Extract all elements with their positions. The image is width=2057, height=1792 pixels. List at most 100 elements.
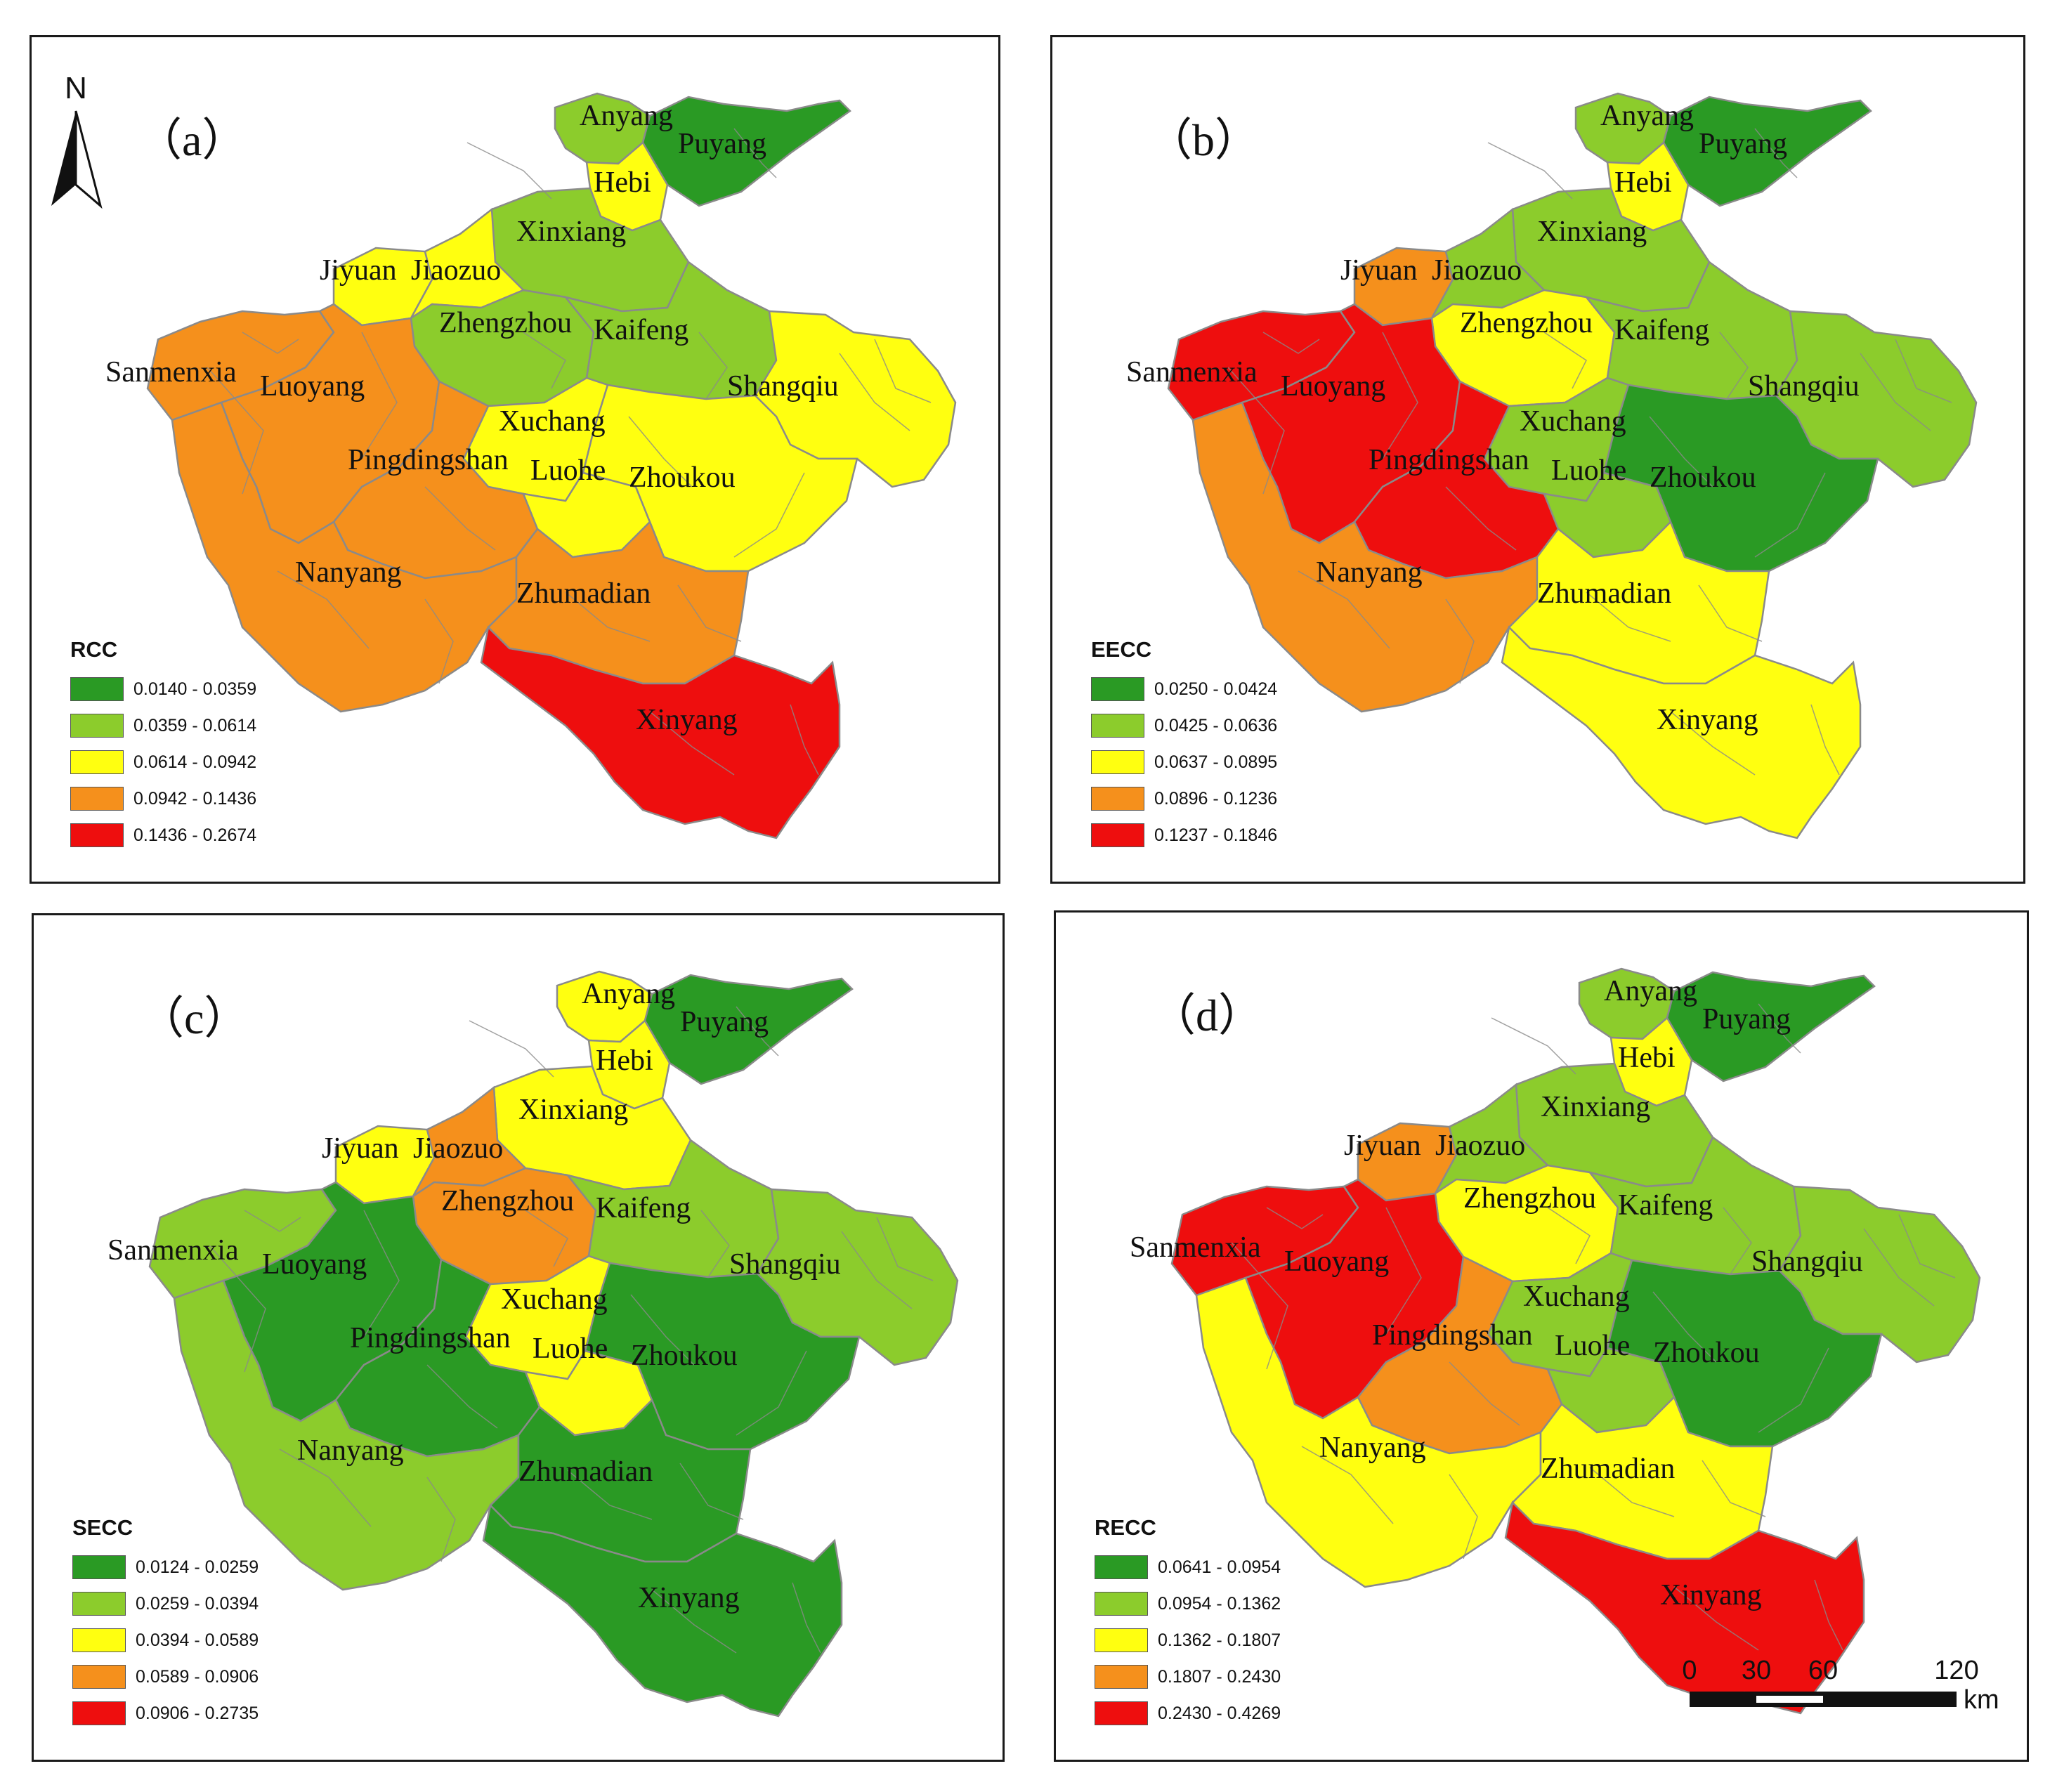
city-label-zhumadian: Zhumadian [516,577,651,610]
legend-label: 0.0954 - 0.1362 [1158,1593,1281,1614]
city-label-shangqiu: Shangqiu [729,1248,841,1281]
county-boundary [1385,1207,1422,1335]
city-label-jiaozuo: Jiaozuo [411,254,501,287]
county-boundary [1547,1207,1591,1264]
legend-title: EECC [1091,637,1152,662]
legend-item: 0.0637 - 0.0895 [1091,744,1277,780]
map-panel-b: Anyang Puyang Hebi Xinxiang Jiyuan Jiaozuo Zhe… [1050,35,2025,884]
region-xinyang [482,1503,843,1718]
county-boundary [1754,472,1826,558]
city-label-xuchang: Xuchang [501,1283,608,1316]
city-label-kaifeng: Kaifeng [1618,1189,1713,1222]
legend-swatch [1095,1701,1148,1725]
county-boundary [874,339,932,403]
county-boundary [1673,1586,1759,1651]
svg-text:30: 30 [1742,1656,1771,1685]
county-boundary [651,1589,737,1654]
city-label-xinxiang: Xinxiang [518,1094,628,1126]
city-label-puyang: Puyang [680,1006,769,1038]
county-boundary [630,1294,695,1366]
city-label-zhoukou: Zhoukou [631,1340,738,1372]
county-boundary [1262,332,1320,354]
county-boundary [1758,1003,1801,1054]
city-label-xinxiang: Xinxiang [1541,1091,1650,1123]
map-panel-d: Anyang Puyang Hebi Xinxiang Jiyuan Jiaozuo Zhe… [1054,910,2029,1762]
region-xinyang [1501,625,1862,839]
county-boundary [1449,1474,1478,1559]
legend-item: 0.0896 - 0.1236 [1091,780,1277,817]
city-label-xuchang: Xuchang [499,405,606,438]
legend-label: 0.0896 - 0.1236 [1154,788,1278,809]
legend-item: 0.0359 - 0.0614 [70,707,256,744]
legend-item: 0.2430 - 0.4269 [1095,1695,1281,1732]
county-boundary [279,1448,372,1527]
county-boundary [1895,339,1952,403]
county-boundary [567,1470,653,1520]
map-legend: EECC 0.0250 - 0.0424 0.0425 - 0.0636 0.0637… [1091,637,1277,854]
city-label-luoyang: Luoyang [260,370,365,403]
city-label-zhengzhou: Zhengzhou [439,307,572,339]
city-label-jiyuan: Jiyuan [320,254,397,287]
county-boundary [1227,367,1285,495]
city-label-shangqiu: Shangqiu [727,370,839,403]
panel-label: （a） [137,115,247,165]
city-label-nanyang: Nanyang [1319,1432,1426,1464]
county-boundary [424,486,496,551]
city-label-nanyang: Nanyang [295,556,402,589]
city-label-pingdingshan: Pingdingshan [350,1322,511,1354]
county-boundary [1586,591,1671,642]
legend-item: 0.1807 - 0.2430 [1095,1659,1281,1695]
city-label-shangqiu: Shangqiu [1748,370,1860,403]
city-label-luohe: Luohe [1555,1330,1630,1362]
city-label-hebi: Hebi [596,1045,653,1077]
city-label-zhumadian: Zhumadian [1537,577,1671,610]
county-boundary [361,332,398,459]
county-boundary [698,332,728,400]
city-label-kaifeng: Kaifeng [1614,314,1709,346]
svg-text:60: 60 [1808,1656,1838,1685]
legend-item: 0.0614 - 0.0942 [70,744,256,780]
svg-text:120: 120 [1934,1656,1978,1685]
svg-text:km: km [1964,1685,1999,1715]
legend-label: 0.0942 - 0.1436 [133,788,257,809]
county-boundary [679,1463,744,1520]
city-label-nanyang: Nanyang [297,1434,404,1467]
legend-title: SECC [72,1515,133,1540]
map-legend: SECC 0.0124 - 0.0259 0.0259 - 0.0394 0.0394… [72,1515,259,1732]
region-xinyang [1504,1500,1865,1715]
legend-swatch [1095,1665,1148,1689]
city-label-puyang: Puyang [1702,1003,1791,1035]
legend-item: 0.0641 - 0.0954 [1095,1549,1281,1585]
legend-item: 0.1436 - 0.2674 [70,817,256,854]
legend-item: 0.0906 - 0.2735 [72,1695,259,1732]
city-label-hebi: Hebi [1614,166,1672,199]
county-boundary [1758,1347,1829,1433]
city-label-jiaozuo: Jiaozuo [1432,254,1522,287]
county-boundary [841,1231,913,1309]
county-boundary [1445,599,1475,684]
county-boundary [839,353,910,431]
legend-label: 0.1807 - 0.2430 [1158,1666,1281,1687]
legend-label: 0.0637 - 0.0895 [1154,752,1278,772]
legend-label: 0.0589 - 0.0906 [136,1666,259,1687]
panel-label: （b） [1147,115,1260,165]
city-label-jiyuan: Jiyuan [1340,254,1418,287]
county-boundary [426,1364,498,1429]
county-boundary [628,416,693,488]
legend-swatch [1091,714,1144,738]
county-boundary [1754,128,1798,178]
panel-label: （c） [139,993,249,1043]
county-boundary [466,142,552,200]
county-boundary [1445,486,1517,551]
city-label-xinyang: Xinyang [1660,1579,1762,1611]
legend-swatch [70,750,124,774]
county-boundary [209,1245,266,1373]
city-label-zhoukou: Zhoukou [629,462,736,494]
legend-swatch [72,1592,126,1616]
county-boundary [1543,332,1587,389]
county-boundary [736,1006,779,1057]
county-boundary [1301,1446,1394,1524]
county-boundary [1266,1207,1324,1229]
city-label-jiaozuo: Jiaozuo [1435,1130,1525,1162]
